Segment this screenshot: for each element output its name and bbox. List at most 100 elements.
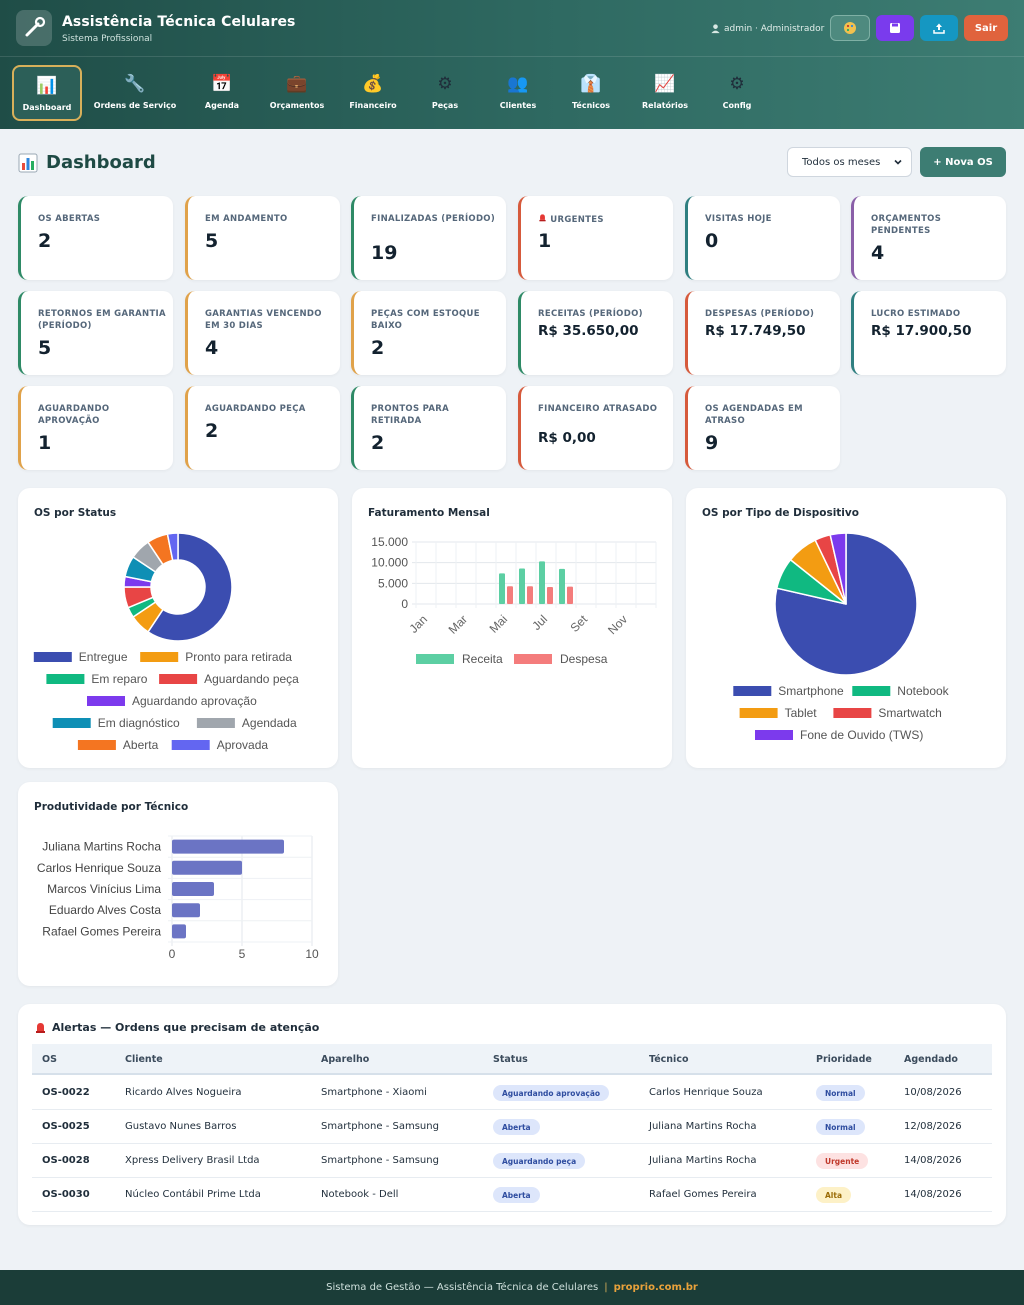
kpi-value: 2	[38, 230, 52, 252]
nav-label: Relatórios	[642, 101, 688, 110]
bar[interactable]	[172, 839, 284, 854]
bar[interactable]	[172, 860, 242, 875]
y-tick-label: 5.000	[378, 576, 408, 590]
table-row[interactable]: OS-0030 Núcleo Contábil Prime Ltda Noteboo…	[32, 1178, 992, 1212]
settings-icon: ⚙	[729, 73, 745, 94]
kpi-card: Lucro Estimado R$ 17.900,50	[851, 291, 1006, 375]
kpi-label: Financeiro Atrasado	[538, 403, 668, 415]
chart-title: Faturamento Mensal	[368, 507, 490, 519]
app-title: Assistência Técnica Celulares	[62, 14, 296, 30]
kpi-label: Retornos em Garantia (Período)	[38, 308, 168, 332]
kpi-label-text: OS Abertas	[38, 214, 101, 224]
legend-label: Receita	[462, 652, 503, 666]
bar-receita[interactable]	[559, 568, 565, 604]
x-tick-label: Jul	[529, 612, 550, 633]
kpi-value: 1	[38, 432, 52, 454]
nav-label: Agenda	[204, 101, 240, 110]
kpi-label: Aguardando Peça	[205, 403, 335, 415]
pie-slice[interactable]	[146, 532, 233, 642]
kpi-card: OS Agendadas em Atraso 9	[685, 386, 840, 470]
kpi-value: 2	[205, 420, 219, 442]
kpi-label: Receitas (Período)	[538, 308, 668, 320]
nav-item-clientes[interactable]: 👥 Clientes	[492, 65, 544, 120]
chart-title: OS por Tipo de Dispositivo	[702, 507, 859, 519]
logout-button[interactable]: Sair	[964, 15, 1008, 41]
kpi-card: Aguardando Aprovação 1	[18, 386, 173, 470]
bar[interactable]	[172, 903, 200, 918]
nav-item-or-amentos[interactable]: 💼 Orçamentos	[264, 65, 330, 120]
pie-slice[interactable]	[829, 532, 847, 605]
save-button[interactable]	[876, 15, 914, 41]
y-tick-label: 10.000	[371, 556, 408, 570]
legend-swatch	[52, 718, 91, 728]
x-tick-label: Set	[567, 612, 590, 635]
bar-receita[interactable]	[499, 573, 505, 604]
kpi-label-text: Garantias Vencendo em 30 Dias	[205, 309, 322, 331]
kpi-label-text: Visitas Hoje	[705, 214, 772, 224]
wrench-icon: 🔧	[124, 73, 146, 94]
table-row[interactable]: OS-0022 Ricardo Alves Nogueira Smartphone …	[32, 1076, 992, 1110]
bar[interactable]	[172, 924, 186, 939]
nav-item-t-cnicos[interactable]: 👔 Técnicos	[566, 65, 616, 120]
bar-receita[interactable]	[539, 561, 545, 604]
kpi-label: Prontos para Retirada	[371, 403, 501, 427]
y-tick-label: Rafael Gomes Pereira	[42, 924, 161, 938]
nav-item-relat-rios[interactable]: 📈 Relatórios	[636, 65, 694, 120]
legend-swatch	[733, 686, 772, 696]
table-cell-agendado: 12/08/2026	[904, 1121, 962, 1132]
kpi-value: R$ 17.749,50	[705, 323, 806, 339]
legend-label: Smartphone	[778, 684, 844, 698]
column-header: Status	[493, 1054, 528, 1065]
new-os-button[interactable]: + Nova OS	[920, 147, 1006, 177]
table-cell-cliente: Gustavo Nunes Barros	[125, 1121, 237, 1132]
legend-swatch	[33, 652, 72, 662]
nav-item-financeiro[interactable]: 💰 Financeiro	[344, 65, 402, 120]
nav-item-pe-as[interactable]: ⚙ Peças	[420, 65, 470, 120]
kpi-label: Peças com Estoque Baixo	[371, 308, 501, 332]
kpi-value: 2	[371, 337, 385, 359]
nav-item-config[interactable]: ⚙ Config	[710, 65, 764, 120]
footer-site-link[interactable]: proprio.com.br	[613, 1282, 698, 1293]
status-badge: Aberta	[493, 1119, 540, 1135]
kpi-label: Aguardando Aprovação	[38, 403, 168, 427]
table-row[interactable]: OS-0025 Gustavo Nunes Barros Smartphone - …	[32, 1110, 992, 1144]
legend-swatch	[46, 674, 85, 684]
legend-swatch	[140, 652, 179, 662]
upload-button[interactable]	[920, 15, 958, 41]
upload-tray-icon	[933, 23, 945, 34]
kpi-label-text: Retornos em Garantia (Período)	[38, 309, 166, 331]
bar-despesa[interactable]	[527, 586, 533, 604]
header-divider	[0, 56, 1024, 57]
table-cell-aparelho: Smartphone - Samsung	[321, 1155, 439, 1166]
nav-item-dashboard[interactable]: 📊 Dashboard	[12, 65, 82, 121]
revenue-chart-card: Faturamento Mensal 15.000 10.000 5.000 0 Jan…	[352, 488, 672, 768]
line-chart-icon: 📈	[654, 73, 676, 94]
status-donut-chart: Entregue Pronto para retirada Em reparo Agu…	[33, 532, 299, 752]
kpi-card: Garantias Vencendo em 30 Dias 4	[185, 291, 340, 375]
kpi-label: Orçamentos Pendentes	[871, 213, 1001, 237]
x-tick-label: Mar	[446, 612, 471, 637]
table-cell-tecnico: Carlos Henrique Souza	[649, 1087, 763, 1098]
month-filter-select[interactable]: Todos os meses	[787, 147, 912, 177]
kpi-value: 19	[371, 242, 398, 264]
column-header: OS	[42, 1054, 57, 1065]
table-row[interactable]: OS-0028 Xpress Delivery Brasil Ltda Smartp…	[32, 1144, 992, 1178]
bar-despesa[interactable]	[547, 587, 553, 604]
theme-button[interactable]	[830, 15, 870, 41]
bar-receita[interactable]	[519, 568, 525, 604]
kpi-card: Retornos em Garantia (Período) 5	[18, 291, 173, 375]
priority-badge: Normal	[816, 1085, 865, 1101]
bar-despesa[interactable]	[507, 586, 513, 604]
nav-item-ordens-de-servi-o[interactable]: 🔧 Ordens de Serviço	[92, 65, 178, 120]
app-subtitle: Sistema Profissional	[62, 34, 153, 44]
y-tick-label: Marcos Vinícius Lima	[47, 882, 161, 896]
kpi-value: 0	[705, 230, 719, 252]
bar[interactable]	[172, 882, 214, 896]
table-cell-os: OS-0022	[42, 1087, 90, 1098]
pie-slice[interactable]	[166, 532, 179, 562]
nav-item-agenda[interactable]: 📅 Agenda	[196, 65, 248, 120]
bar-despesa[interactable]	[567, 586, 573, 604]
table-cell-tecnico: Juliana Martins Rocha	[649, 1155, 757, 1166]
y-tick-label: Carlos Henrique Souza	[37, 861, 161, 875]
kpi-label-text: Lucro Estimado	[871, 309, 961, 319]
